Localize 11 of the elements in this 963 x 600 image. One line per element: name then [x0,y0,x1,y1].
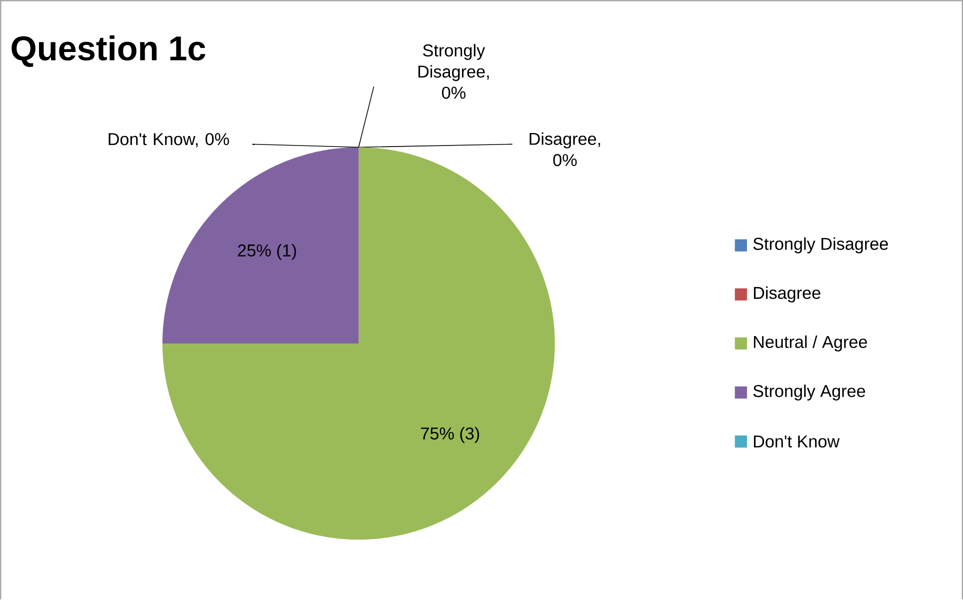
legend-label: Strongly Disagree [753,237,888,254]
data-label: 75% (3) [421,427,480,443]
text: Strongly Disagree, 0% [418,44,489,99]
data-label: 25% (1) [238,244,296,260]
legend-label: Don't Know [754,436,840,448]
text: Disagree, 0% [530,132,600,166]
legend-label: Neutral / Agree [754,336,867,352]
chart-title: Question 1c [12,35,206,67]
legend-label: Disagree [754,286,820,302]
text: Don't Know, 0% [108,133,230,148]
legend-label: Strongly Agree [753,384,866,401]
